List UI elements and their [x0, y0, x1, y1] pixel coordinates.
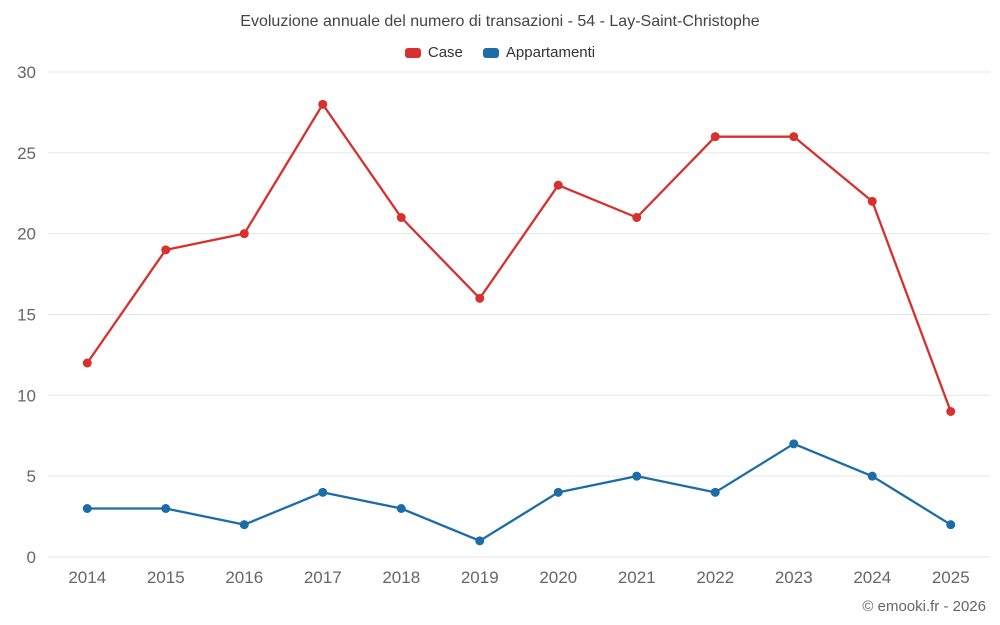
y-axis-tick-label: 15	[17, 306, 36, 325]
data-point-appartamenti	[82, 504, 92, 513]
x-axis-tick-label: 2015	[147, 568, 185, 587]
y-axis-tick-label: 0	[27, 548, 36, 567]
series-line-case	[86, 103, 952, 413]
y-axis-tick-label: 5	[27, 467, 36, 486]
data-point-appartamenti	[318, 487, 328, 497]
y-axis-tick-label: 30	[17, 63, 36, 82]
legend-label: Appartamenti	[505, 44, 596, 61]
x-axis-tick-label: 2017	[304, 568, 342, 587]
y-axis-tick-label: 25	[17, 144, 36, 163]
data-point-appartamenti	[396, 504, 406, 513]
x-axis-tick-label: 2024	[853, 568, 891, 587]
data-point-appartamenti	[946, 520, 956, 530]
legend-label: Case	[427, 44, 463, 61]
x-axis-tick-label: 2022	[696, 568, 734, 587]
x-axis-tick-label: 2020	[539, 568, 577, 587]
data-point-case	[553, 180, 563, 190]
chart-footer: © emooki.fr - 2026	[862, 598, 986, 615]
data-point-case	[946, 407, 956, 416]
data-point-appartamenti	[867, 471, 877, 481]
legend-item-appartamenti[interactable]: Appartamenti	[482, 44, 596, 61]
data-point-case	[632, 213, 642, 222]
data-point-case	[161, 245, 171, 255]
chart-title: Evoluzione annuale del numero di transaz…	[240, 13, 760, 30]
x-axis-tick-label: 2025	[932, 568, 970, 587]
x-axis-tick-label: 2023	[775, 568, 813, 587]
x-axis-tick-label: 2021	[618, 568, 656, 587]
legend-marker-icon	[482, 47, 499, 58]
data-point-case	[789, 132, 799, 142]
data-point-case	[318, 99, 328, 109]
y-axis-tick-label: 10	[17, 386, 36, 405]
legend-item-case[interactable]: Case	[404, 44, 463, 61]
x-axis-tick-label: 2019	[461, 568, 499, 587]
data-point-case	[867, 196, 877, 206]
data-point-case	[475, 293, 485, 303]
data-point-appartamenti	[789, 439, 799, 449]
data-point-appartamenti	[239, 520, 249, 530]
x-axis-tick-label: 2016	[225, 568, 263, 587]
chart-legend: Case Appartamenti	[0, 44, 1000, 61]
data-point-appartamenti	[553, 487, 563, 497]
data-point-appartamenti	[161, 504, 171, 513]
legend-marker-icon	[404, 47, 421, 58]
y-axis-tick-label: 20	[17, 225, 36, 244]
data-point-appartamenti	[475, 536, 485, 546]
series-line-appartamenti	[86, 442, 952, 542]
data-point-case	[239, 229, 249, 239]
data-point-case	[82, 358, 92, 368]
data-point-appartamenti	[710, 487, 720, 497]
x-axis-tick-label: 2018	[382, 568, 420, 587]
data-point-case	[710, 132, 720, 142]
data-point-case	[396, 213, 406, 222]
data-point-appartamenti	[632, 471, 642, 481]
x-axis-tick-label: 2014	[68, 568, 106, 587]
